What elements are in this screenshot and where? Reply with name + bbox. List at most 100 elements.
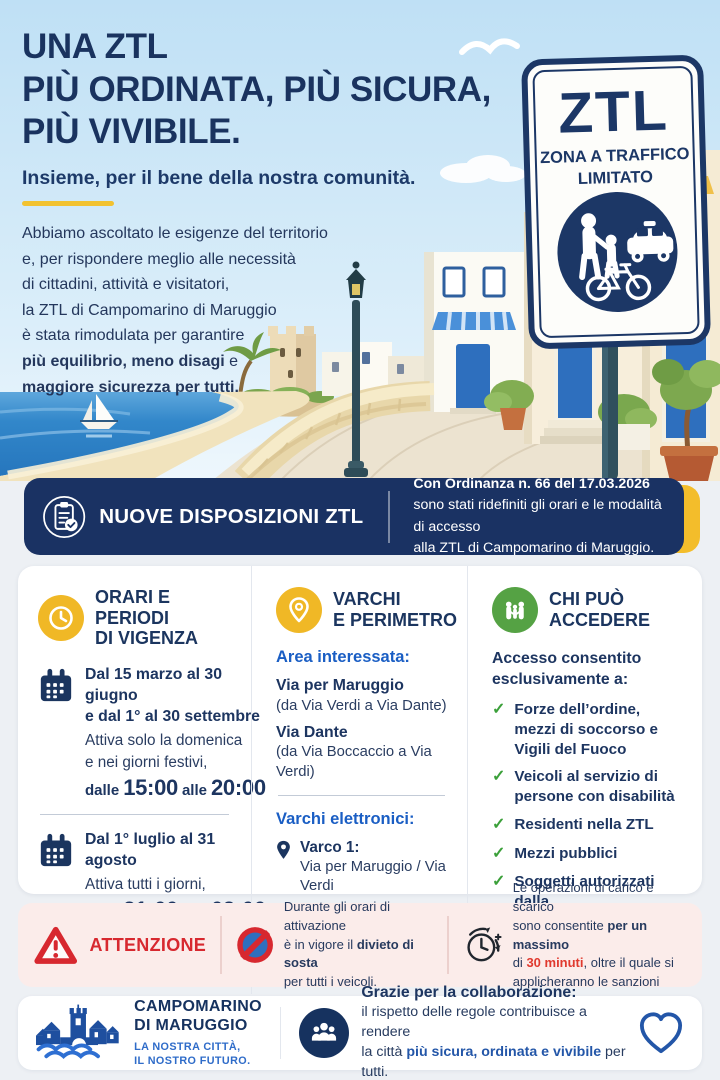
- page-title: UNA ZTL PIÙ ORDINATA, PIÙ SICURA, PIÙ VI…: [22, 26, 527, 154]
- town-skyline-logo: [36, 1004, 119, 1059]
- attention-label: ATTENZIONE: [89, 934, 207, 955]
- varco-label: Varco 1:: [300, 838, 360, 856]
- calendar-icon: [40, 833, 72, 866]
- promenade-wall: [234, 381, 435, 481]
- check-icon: ✓: [492, 701, 506, 718]
- family-icon: [492, 587, 538, 633]
- new-rules-banner: NUOVE DISPOSIZIONI ZTL Con Ordinanza n. …: [24, 476, 700, 556]
- coastal-scene-illustration: ZTL ZONA A TRAFFICO LIMITATO: [0, 0, 720, 481]
- map-pin-icon: [276, 587, 322, 633]
- attention-strip: ATTENZIONE Durante gli orari di attivazi…: [18, 880, 702, 1008]
- thanks-line: il rispetto delle regole contribuisce a …: [361, 1003, 587, 1040]
- banner-title: NUOVE DISPOSIZIONI ZTL: [99, 504, 364, 528]
- org-block: CAMPOMARINO DI MARUGGIO LA NOSTRA CITTÀ,…: [134, 998, 262, 1068]
- seagull-icon: [459, 38, 520, 55]
- banner-ordinance-text: Con Ordinanza n. 66 del 17.03.2026 sono …: [413, 474, 666, 559]
- column-accesso-header: CHI PUÒ ACCEDERE: [492, 587, 692, 633]
- street-name: Via per Maruggio: [276, 677, 404, 694]
- paragraph-line: maggiore sicurezza per tutti.: [22, 378, 239, 396]
- varco-text: Varco 1: Via per Maruggio / Via Verdi: [300, 838, 457, 897]
- yellow-underline: [22, 201, 114, 207]
- varco-detail: Via per Maruggio / Via Verdi: [300, 858, 446, 895]
- paragraph-line: è stata rimodulata per garantire: [22, 327, 245, 345]
- calendar-icon: [40, 668, 72, 701]
- subtitle: Insieme, per il bene della nostra comuni…: [22, 167, 416, 190]
- column-accesso: CHI PUÒ ACCEDERE Accesso consentito escl…: [467, 566, 702, 994]
- period-dates: Dal 1° luglio al 31 agosto: [85, 830, 216, 870]
- period-hours: dalle 15:00 alle 20:00: [85, 774, 266, 800]
- watchtower: [268, 326, 316, 396]
- warning-triangle-icon: [34, 926, 78, 964]
- footer-divider: [279, 1007, 282, 1059]
- no-parking-text: Durante gli orari di attivazione è in vi…: [283, 898, 414, 990]
- timer-clock-icon: [467, 927, 502, 962]
- paragraph-line: la ZTL di Campomarino di Maruggio: [22, 301, 277, 319]
- clipboard-check-icon: [43, 495, 86, 538]
- attention-divider: [447, 916, 449, 974]
- street-detail: (da Via Verdi a Via Dante): [276, 697, 447, 714]
- column-orari-header: ORARI E PERIODI DI VIGENZA: [38, 587, 241, 649]
- sign-ztl-text: ZTL: [557, 79, 669, 146]
- period-entry-text: Dal 15 marzo al 30 giugno e dal 1° al 30…: [85, 664, 266, 801]
- varchi-heading: Varchi elettronici:: [276, 809, 415, 828]
- check-icon: ✓: [492, 815, 506, 833]
- thanks-title: Grazie per la collaborazione:: [361, 983, 577, 1001]
- attention-divider: [220, 916, 222, 974]
- hero-text-block: UNA ZTL PIÙ ORDINATA, PIÙ SICURA, PIÙ VI…: [22, 26, 527, 400]
- no-parking-icon: [236, 927, 273, 963]
- paragraph-line: di cittadini, attività e visitatori,: [22, 276, 230, 294]
- paragraph-line: più equilibrio, meno disagi e: [22, 353, 239, 371]
- sailboat: [80, 394, 118, 438]
- ztl-road-sign: ZTL ZONA A TRAFFICO LIMITATO: [521, 55, 711, 481]
- banner-divider: [388, 490, 391, 543]
- check-icon: ✓: [492, 844, 506, 862]
- title-line: UNA ZTL: [22, 27, 168, 66]
- check-icon: ✓: [492, 768, 506, 786]
- footer-card: CAMPOMARINO DI MARUGGIO LA NOSTRA CITTÀ,…: [18, 984, 702, 1080]
- paragraph-line: Abbiamo ascoltato le esigenze del territ…: [22, 225, 328, 243]
- column-divider-line: [40, 813, 229, 815]
- ordinance-line: alla ZTL di Campomarino di Maruggio.: [413, 539, 655, 556]
- banner-bar: NUOVE DISPOSIZIONI ZTL Con Ordinanza n. …: [24, 476, 684, 556]
- column-accesso-title: CHI PUÒ ACCEDERE: [549, 589, 651, 630]
- sign-zona-line2: LIMITATO: [578, 168, 654, 188]
- period-dates: Dal 15 marzo al 30 giugno e dal 1° al 30…: [85, 665, 260, 726]
- access-item: ✓ Forze dell’ordine, mezzi di soccorso e…: [492, 700, 692, 759]
- column-divider-line: [278, 794, 445, 796]
- column-orari-title: ORARI E PERIODI DI VIGENZA: [95, 587, 199, 649]
- access-item-text: Forze dell’ordine, mezzi di soccorso e V…: [514, 701, 658, 758]
- info-columns-card: ORARI E PERIODI DI VIGENZA Dal 15 marzo …: [18, 566, 702, 994]
- check-icon: ✓: [492, 873, 506, 891]
- pin-icon: [277, 840, 290, 859]
- access-item-text: Mezzi pubblici: [514, 844, 618, 862]
- area-heading: Area interessata:: [276, 648, 410, 666]
- ordinance-line: sono stati ridefiniti gli orari e le mod…: [413, 497, 662, 535]
- people-icon: [299, 1008, 350, 1058]
- access-item: ✓ Residenti nella ZTL: [492, 815, 692, 836]
- street-lamp: [344, 261, 368, 477]
- clock-icon: [38, 594, 84, 641]
- org-name: CAMPOMARINO DI MARUGGIO: [134, 998, 262, 1034]
- period-days: Attiva solo la domenica e nei giorni fes…: [85, 732, 243, 771]
- cloud: [440, 155, 526, 183]
- hero-section: ZTL ZONA A TRAFFICO LIMITATO: [0, 0, 720, 481]
- loading-unloading-text: Le operazioni di carico e scarico sono c…: [512, 880, 674, 1008]
- access-item-text: Residenti nella ZTL: [514, 815, 654, 833]
- street-name: Via Dante: [276, 723, 348, 741]
- column-varchi-header: VARCHI E PERIMETRO: [276, 587, 457, 633]
- sign-zona-line1: ZONA A TRAFFICO: [540, 145, 690, 167]
- access-item-text: Veicoli al servizio di persone con disab…: [514, 768, 675, 805]
- title-line: PIÙ VIVIBILE.: [22, 112, 241, 152]
- period-entry: Dal 15 marzo al 30 giugno e dal 1° al 30…: [38, 664, 266, 801]
- thanks-block: Grazie per la collaborazione: il rispett…: [361, 984, 626, 1080]
- varco-item: Varco 1: Via per Maruggio / Via Verdi: [276, 838, 457, 897]
- heart-icon: [639, 1012, 683, 1054]
- column-orari: ORARI E PERIODI DI VIGENZA Dal 15 marzo …: [18, 566, 266, 994]
- paragraph-line: e, per rispondere meglio alle necessità: [22, 250, 296, 268]
- thanks-line: la città più sicura, ordinata e vivibile…: [361, 1044, 626, 1080]
- intro-paragraph: Abbiamo ascoltato le esigenze del territ…: [22, 221, 527, 400]
- column-varchi-title: VARCHI E PERIMETRO: [333, 589, 458, 630]
- access-item: ✓ Mezzi pubblici: [492, 844, 692, 865]
- title-line: PIÙ ORDINATA, PIÙ SICURA,: [22, 69, 491, 109]
